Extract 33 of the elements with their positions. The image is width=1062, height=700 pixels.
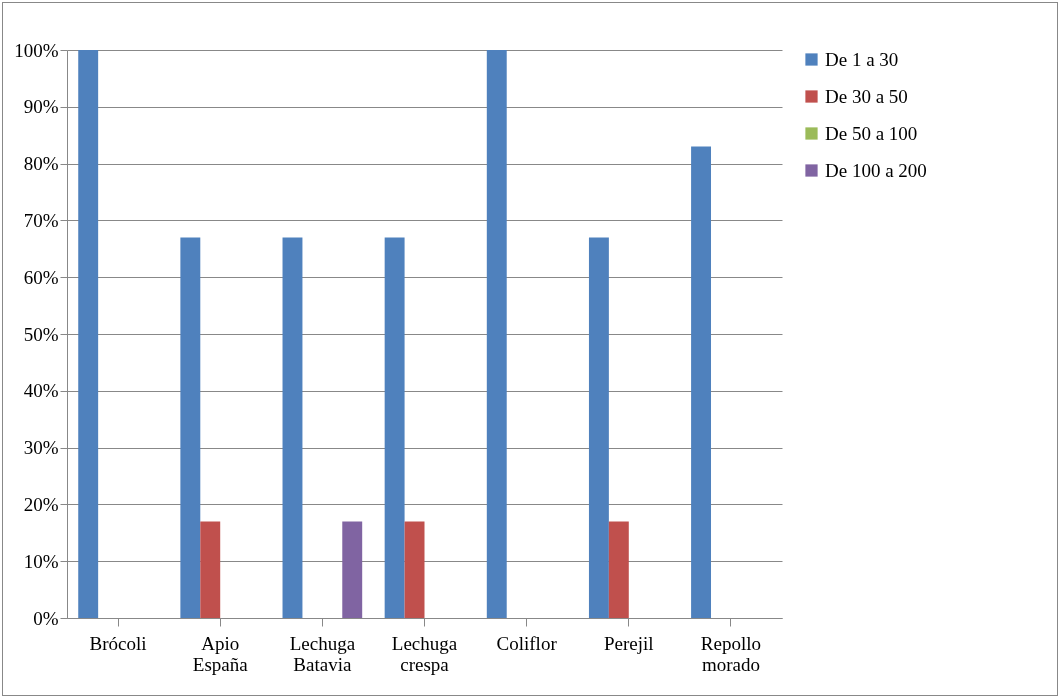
- bar: [200, 521, 221, 618]
- x-tick-label: Perejil: [603, 632, 654, 654]
- y-tick-label: 50%: [23, 323, 59, 345]
- bar: [78, 50, 99, 618]
- bar: [384, 237, 405, 618]
- bar: [608, 521, 629, 618]
- legend-label: De 100 a 200: [825, 159, 927, 181]
- x-tick-label: Apio España: [192, 632, 249, 675]
- bar: [691, 146, 712, 618]
- y-tick-label: 40%: [23, 380, 59, 402]
- y-tick-label: 20%: [23, 493, 59, 515]
- legend-label: De 30 a 50: [825, 85, 908, 107]
- legend-label: De 1 a 30: [825, 48, 899, 70]
- y-tick-label: 70%: [23, 209, 59, 231]
- y-tick-label: 10%: [23, 550, 59, 572]
- bar: [404, 521, 425, 618]
- y-tick-label: 0%: [33, 607, 59, 629]
- bar: [342, 521, 363, 618]
- y-tick-label: 100%: [14, 39, 59, 61]
- x-tick-label: Lechuga Batavia: [289, 632, 356, 675]
- x-tick-label: Repollo morado: [700, 632, 762, 675]
- y-tick-label: 80%: [23, 153, 59, 175]
- y-tick-label: 90%: [23, 96, 59, 118]
- bar: [588, 237, 609, 618]
- bar: [282, 237, 303, 618]
- x-tick-label: Brócoli: [89, 632, 147, 654]
- bar: [486, 50, 507, 618]
- legend-label: De 50 a 100: [825, 122, 918, 144]
- bar: [180, 237, 201, 618]
- y-tick-label: 60%: [23, 266, 59, 288]
- x-tick-label: Coliflor: [496, 632, 558, 654]
- x-tick-label: Lechuga crespa: [391, 632, 458, 675]
- y-tick-label: 30%: [23, 437, 59, 459]
